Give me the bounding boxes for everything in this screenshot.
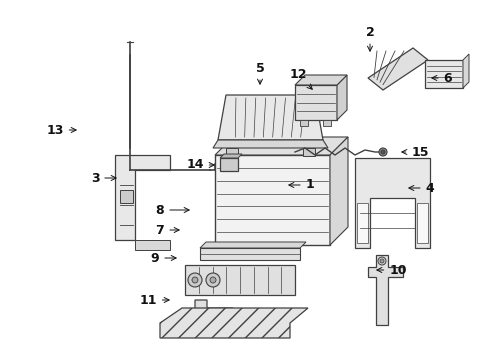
- Bar: [215, 155, 329, 245]
- Circle shape: [380, 150, 384, 154]
- Bar: [120, 190, 133, 203]
- Circle shape: [187, 273, 202, 287]
- Polygon shape: [218, 95, 323, 140]
- Polygon shape: [200, 242, 305, 248]
- Text: 14: 14: [186, 158, 214, 171]
- Bar: [225, 148, 238, 156]
- Text: 5: 5: [255, 62, 264, 84]
- Polygon shape: [195, 300, 232, 335]
- Bar: [280, 123, 297, 137]
- Polygon shape: [367, 255, 402, 325]
- Polygon shape: [213, 140, 327, 148]
- Circle shape: [205, 273, 220, 287]
- Bar: [323, 120, 330, 126]
- Text: 2: 2: [365, 26, 374, 51]
- Text: 1: 1: [288, 179, 314, 192]
- Circle shape: [378, 148, 386, 156]
- Polygon shape: [215, 137, 347, 155]
- Bar: [424, 60, 462, 88]
- Text: 15: 15: [401, 145, 428, 158]
- Text: 8: 8: [155, 203, 189, 216]
- Text: 4: 4: [408, 181, 433, 194]
- Bar: [416, 203, 427, 243]
- Text: 10: 10: [376, 264, 406, 276]
- Polygon shape: [160, 308, 307, 338]
- Polygon shape: [135, 240, 170, 250]
- Bar: [235, 123, 252, 137]
- Bar: [200, 248, 299, 260]
- Bar: [184, 265, 294, 295]
- Bar: [303, 148, 314, 156]
- Text: 6: 6: [431, 72, 451, 85]
- Polygon shape: [367, 48, 427, 90]
- Polygon shape: [354, 158, 429, 248]
- Text: 12: 12: [289, 68, 312, 89]
- Polygon shape: [220, 154, 242, 158]
- Circle shape: [377, 257, 385, 265]
- Circle shape: [379, 259, 383, 263]
- Circle shape: [209, 277, 216, 283]
- Text: 7: 7: [155, 224, 179, 237]
- Text: 11: 11: [139, 293, 169, 306]
- Polygon shape: [280, 115, 305, 123]
- Text: 3: 3: [90, 171, 116, 184]
- Polygon shape: [329, 137, 347, 245]
- Circle shape: [192, 277, 198, 283]
- Bar: [299, 120, 307, 126]
- Polygon shape: [294, 75, 346, 85]
- Text: 9: 9: [150, 252, 176, 265]
- Bar: [294, 85, 336, 120]
- Polygon shape: [235, 115, 261, 123]
- Text: 13: 13: [46, 123, 76, 136]
- Bar: [220, 158, 238, 171]
- Polygon shape: [336, 75, 346, 120]
- Polygon shape: [462, 54, 468, 88]
- Polygon shape: [115, 155, 170, 240]
- Bar: [356, 203, 367, 243]
